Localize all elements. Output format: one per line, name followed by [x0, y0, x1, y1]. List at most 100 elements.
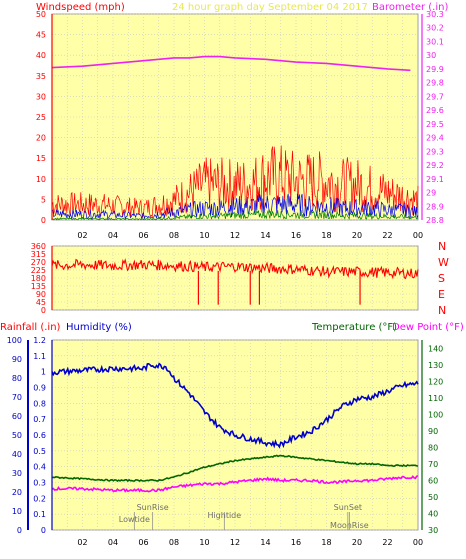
x-tick-label: 12 [230, 231, 240, 240]
wind-tick-label: 50 [36, 10, 46, 19]
direction-tick-label: 360 [31, 242, 46, 251]
x-tick-label: 22 [382, 538, 392, 547]
x-tick-label: 04 [108, 231, 118, 240]
rainfall-tick-label: 0.2 [33, 494, 46, 503]
temperature-tick-label: 30 [428, 526, 438, 535]
x-tick-label: 00 [413, 538, 423, 547]
temp-plot-axes: 0 0.1 0.2 0.3 0.4 0.5 0.6 0.7 0.8 0.9 1 1.1 1.2 0 10 20… [7, 336, 444, 547]
wind-low-line [51, 209, 419, 221]
humidity-tick-label: 100 [7, 336, 22, 345]
x-tick-label: 08 [169, 538, 179, 547]
direction-tick-label: 90 [36, 290, 46, 299]
direction-tick-label: 270 [31, 258, 46, 267]
direction-tick-label: 45 [36, 298, 46, 307]
x-tick-label: 02 [77, 538, 87, 547]
barometer-tick-label: 30.3 [426, 10, 444, 19]
x-tick-label: 18 [321, 538, 331, 547]
x-tick-label: 06 [138, 538, 148, 547]
x-tick-label: 16 [291, 538, 301, 547]
wind-tick-label: 45 [36, 31, 46, 40]
wind-tick-label: 40 [36, 51, 46, 60]
rainfall-tick-label: 0 [41, 526, 46, 535]
annotation-label: MoonRise [330, 521, 369, 530]
temperature-tick-label: 90 [428, 427, 438, 436]
x-tick-label: 06 [138, 231, 148, 240]
humidity-tick-label: 30 [12, 469, 22, 478]
barometer-axis-title: Barometer (.in) [372, 2, 448, 13]
wind-tick-label: 15 [36, 154, 46, 163]
barometer-tick-label: 29 [426, 189, 436, 198]
barometer-tick-label: 30 [426, 51, 436, 60]
x-tick-label: 14 [260, 231, 270, 240]
rainfall-tick-label: 1.2 [33, 336, 46, 345]
direction-tick-label: 0 [41, 306, 46, 315]
wind-direction-line [51, 258, 419, 280]
rainfall-tick-label: 0.3 [33, 479, 46, 488]
x-tick-label: 10 [199, 538, 209, 547]
humidity-tick-label: 80 [12, 374, 22, 383]
temperature-tick-label: 100 [428, 410, 443, 419]
x-tick-label: 00 [413, 231, 423, 240]
barometer-tick-label: 29.5 [426, 120, 444, 129]
annotation-label: SunSet [334, 503, 362, 512]
compass-label: N [438, 304, 446, 317]
x-tick-label: 04 [108, 538, 118, 547]
windspeed-axis-title: Windspeed (mph) [36, 2, 125, 13]
barometer-tick-label: 29.1 [426, 175, 444, 184]
humidity-tick-label: 50 [12, 431, 22, 440]
wind-tick-label: 0 [41, 216, 46, 225]
x-tick-label: 12 [230, 538, 240, 547]
wind-tick-label: 35 [36, 72, 46, 81]
barometer-tick-label: 29.3 [426, 147, 444, 156]
barometer-tick-label: 28.8 [426, 216, 444, 225]
temp-plot-annotations: SunRise Lowtide Hightide SunSet MoonRise [119, 503, 369, 530]
rainfall-tick-label: 0.8 [33, 399, 46, 408]
temperature-tick-label: 40 [428, 509, 438, 518]
annotation-label: Lowtide [119, 515, 150, 524]
temperature-tick-label: 80 [428, 443, 438, 452]
dewpoint-axis-title: Dew Point (°F) [392, 322, 464, 333]
x-tick-label: 02 [77, 231, 87, 240]
x-tick-label: 14 [260, 538, 270, 547]
temperature-tick-label: 110 [428, 394, 443, 403]
annotation-label: SunRise [137, 503, 169, 512]
annotation-label: Hightide [207, 511, 241, 520]
barometer-line [51, 55, 411, 72]
humidity-tick-label: 40 [12, 450, 22, 459]
humidity-tick-label: 60 [12, 412, 22, 421]
wind-tick-label: 30 [36, 92, 46, 101]
humidity-tick-label: 0 [17, 526, 22, 535]
x-tick-label: 20 [352, 538, 362, 547]
compass-label: W [438, 256, 449, 269]
rainfall-tick-label: 0.9 [33, 384, 46, 393]
wind-average-line [51, 193, 419, 220]
rainfall-axis-title: Rainfall (.in) [0, 322, 61, 333]
wind-plot-series [51, 55, 419, 221]
compass-label: E [438, 288, 445, 301]
rainfall-tick-label: 0.7 [33, 415, 46, 424]
barometer-tick-label: 30.1 [426, 37, 444, 46]
barometer-tick-label: 29.6 [426, 106, 444, 115]
x-tick-label: 22 [382, 231, 392, 240]
temperature-line [51, 454, 419, 483]
x-tick-label: 16 [291, 231, 301, 240]
wind-tick-label: 20 [36, 134, 46, 143]
temperature-tick-label: 120 [428, 377, 443, 386]
humidity-axis-title: Humidity (%) [66, 322, 132, 333]
rainfall-tick-label: 0.6 [33, 431, 46, 440]
humidity-tick-label: 20 [12, 488, 22, 497]
barometer-tick-label: 29.2 [426, 161, 444, 170]
rainfall-tick-label: 1.1 [33, 352, 46, 361]
direction-tick-label: 315 [31, 250, 46, 259]
x-tick-label: 20 [352, 231, 362, 240]
wind-tick-label: 25 [36, 113, 46, 122]
barometer-tick-label: 29.7 [426, 92, 444, 101]
barometer-tick-label: 29.9 [426, 65, 444, 74]
temp-plot-series [51, 362, 419, 493]
rainfall-tick-label: 0.5 [33, 447, 46, 456]
rainfall-tick-label: 1 [41, 368, 46, 377]
temperature-tick-label: 70 [428, 460, 438, 469]
temperature-tick-label: 140 [428, 344, 443, 353]
